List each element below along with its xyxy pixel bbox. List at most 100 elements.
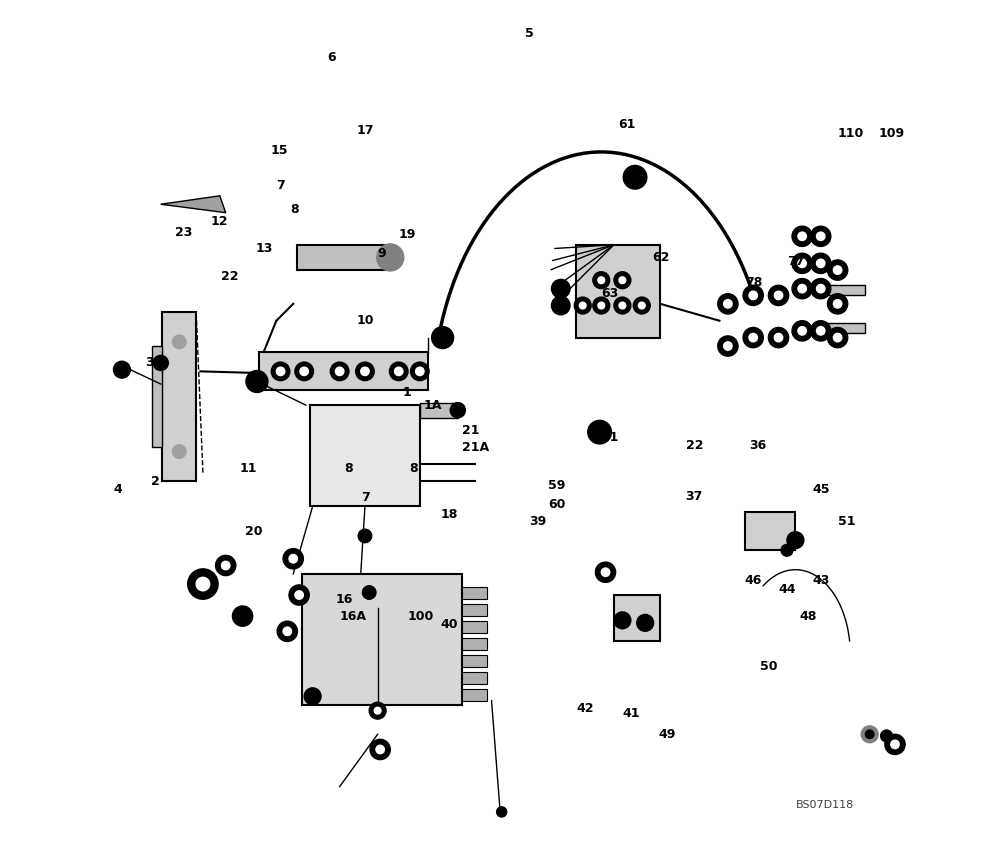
Circle shape (861, 726, 878, 743)
Bar (462, 604, 487, 616)
Circle shape (816, 327, 825, 335)
Text: 21A: 21A (462, 441, 489, 454)
Circle shape (411, 362, 429, 381)
Circle shape (450, 403, 465, 418)
Circle shape (551, 296, 570, 315)
Text: 78: 78 (745, 276, 762, 289)
Text: 61: 61 (601, 430, 619, 444)
Polygon shape (161, 196, 226, 213)
Circle shape (196, 577, 210, 591)
Text: 2: 2 (151, 474, 160, 488)
Circle shape (593, 297, 610, 314)
Text: 8: 8 (410, 462, 418, 475)
Circle shape (289, 555, 297, 563)
Circle shape (377, 244, 404, 271)
Circle shape (637, 614, 654, 631)
Circle shape (816, 259, 825, 268)
Text: 77: 77 (787, 255, 804, 268)
Bar (259, 352, 428, 390)
Bar (152, 346, 162, 447)
Text: 22: 22 (221, 270, 239, 284)
Circle shape (792, 279, 812, 299)
Text: 8: 8 (344, 462, 352, 475)
Circle shape (588, 420, 611, 444)
Circle shape (601, 568, 610, 576)
Bar (462, 638, 487, 650)
Circle shape (574, 297, 591, 314)
Circle shape (362, 586, 376, 599)
Text: 100: 100 (407, 609, 433, 623)
Circle shape (768, 327, 789, 348)
Circle shape (816, 232, 825, 241)
Circle shape (781, 544, 793, 556)
Circle shape (718, 336, 738, 356)
Circle shape (798, 232, 806, 241)
Text: 22: 22 (686, 439, 703, 452)
Circle shape (356, 362, 374, 381)
Bar (614, 595, 660, 641)
Circle shape (173, 445, 186, 458)
Circle shape (416, 367, 424, 376)
Bar (462, 587, 487, 599)
Circle shape (246, 371, 268, 392)
Circle shape (276, 367, 285, 376)
Bar (297, 245, 390, 270)
Bar (745, 512, 795, 550)
Text: 43: 43 (812, 574, 830, 587)
Text: 39: 39 (530, 515, 547, 528)
Text: 7: 7 (276, 179, 285, 192)
Text: 37: 37 (686, 490, 703, 503)
Circle shape (551, 279, 570, 298)
Text: BS07D118: BS07D118 (796, 800, 854, 810)
Text: 17: 17 (357, 124, 374, 138)
Text: 20: 20 (245, 525, 263, 538)
Circle shape (358, 529, 372, 543)
Circle shape (614, 297, 631, 314)
Bar (420, 403, 458, 418)
Circle shape (374, 707, 381, 714)
Circle shape (389, 362, 408, 381)
Circle shape (289, 585, 309, 605)
Circle shape (792, 253, 812, 273)
Circle shape (370, 739, 390, 760)
Bar (462, 689, 487, 701)
Bar (302, 574, 462, 705)
Circle shape (619, 302, 626, 309)
Circle shape (827, 260, 848, 280)
Text: 45: 45 (812, 483, 830, 496)
Circle shape (295, 362, 313, 381)
Circle shape (749, 333, 757, 342)
Text: 12: 12 (211, 214, 228, 228)
Text: 16: 16 (335, 592, 353, 606)
Text: 10: 10 (357, 314, 374, 327)
Text: 109: 109 (878, 127, 904, 140)
Circle shape (743, 285, 763, 306)
Circle shape (798, 259, 806, 268)
Circle shape (833, 333, 842, 342)
Bar (462, 672, 487, 684)
Circle shape (774, 291, 783, 300)
Text: 51: 51 (838, 515, 855, 528)
Text: 44: 44 (779, 582, 796, 596)
Text: 1: 1 (403, 386, 412, 399)
Circle shape (335, 367, 344, 376)
Circle shape (885, 734, 905, 755)
Circle shape (330, 362, 349, 381)
Text: 60: 60 (548, 498, 565, 511)
Circle shape (891, 740, 899, 749)
Text: 42: 42 (576, 702, 593, 716)
Circle shape (614, 272, 631, 289)
Circle shape (598, 302, 605, 309)
Bar (827, 285, 865, 295)
Circle shape (283, 549, 303, 569)
Circle shape (619, 277, 626, 284)
Bar (462, 621, 487, 633)
Circle shape (579, 302, 586, 309)
Circle shape (394, 367, 403, 376)
Text: 110: 110 (838, 127, 864, 140)
Text: 50: 50 (760, 660, 777, 674)
Text: 62: 62 (652, 251, 669, 264)
Text: 5: 5 (525, 27, 534, 41)
Circle shape (749, 291, 757, 300)
Circle shape (432, 327, 454, 349)
